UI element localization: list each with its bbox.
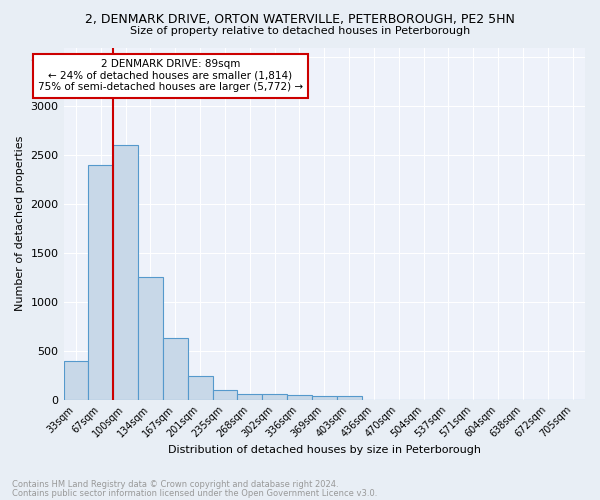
Bar xyxy=(188,376,212,400)
Text: Contains public sector information licensed under the Open Government Licence v3: Contains public sector information licen… xyxy=(12,489,377,498)
Bar xyxy=(287,395,312,400)
Bar xyxy=(163,338,188,400)
Bar xyxy=(312,396,337,400)
Text: Contains HM Land Registry data © Crown copyright and database right 2024.: Contains HM Land Registry data © Crown c… xyxy=(12,480,338,489)
Bar xyxy=(337,396,362,400)
Bar xyxy=(238,394,262,400)
Y-axis label: Number of detached properties: Number of detached properties xyxy=(15,136,25,312)
Bar xyxy=(113,146,138,400)
X-axis label: Distribution of detached houses by size in Peterborough: Distribution of detached houses by size … xyxy=(168,445,481,455)
Bar xyxy=(212,390,238,400)
Bar xyxy=(64,360,88,400)
Text: 2, DENMARK DRIVE, ORTON WATERVILLE, PETERBOROUGH, PE2 5HN: 2, DENMARK DRIVE, ORTON WATERVILLE, PETE… xyxy=(85,12,515,26)
Text: Size of property relative to detached houses in Peterborough: Size of property relative to detached ho… xyxy=(130,26,470,36)
Text: 2 DENMARK DRIVE: 89sqm
← 24% of detached houses are smaller (1,814)
75% of semi-: 2 DENMARK DRIVE: 89sqm ← 24% of detached… xyxy=(38,60,303,92)
Bar xyxy=(138,278,163,400)
Bar xyxy=(88,165,113,400)
Bar xyxy=(262,394,287,400)
